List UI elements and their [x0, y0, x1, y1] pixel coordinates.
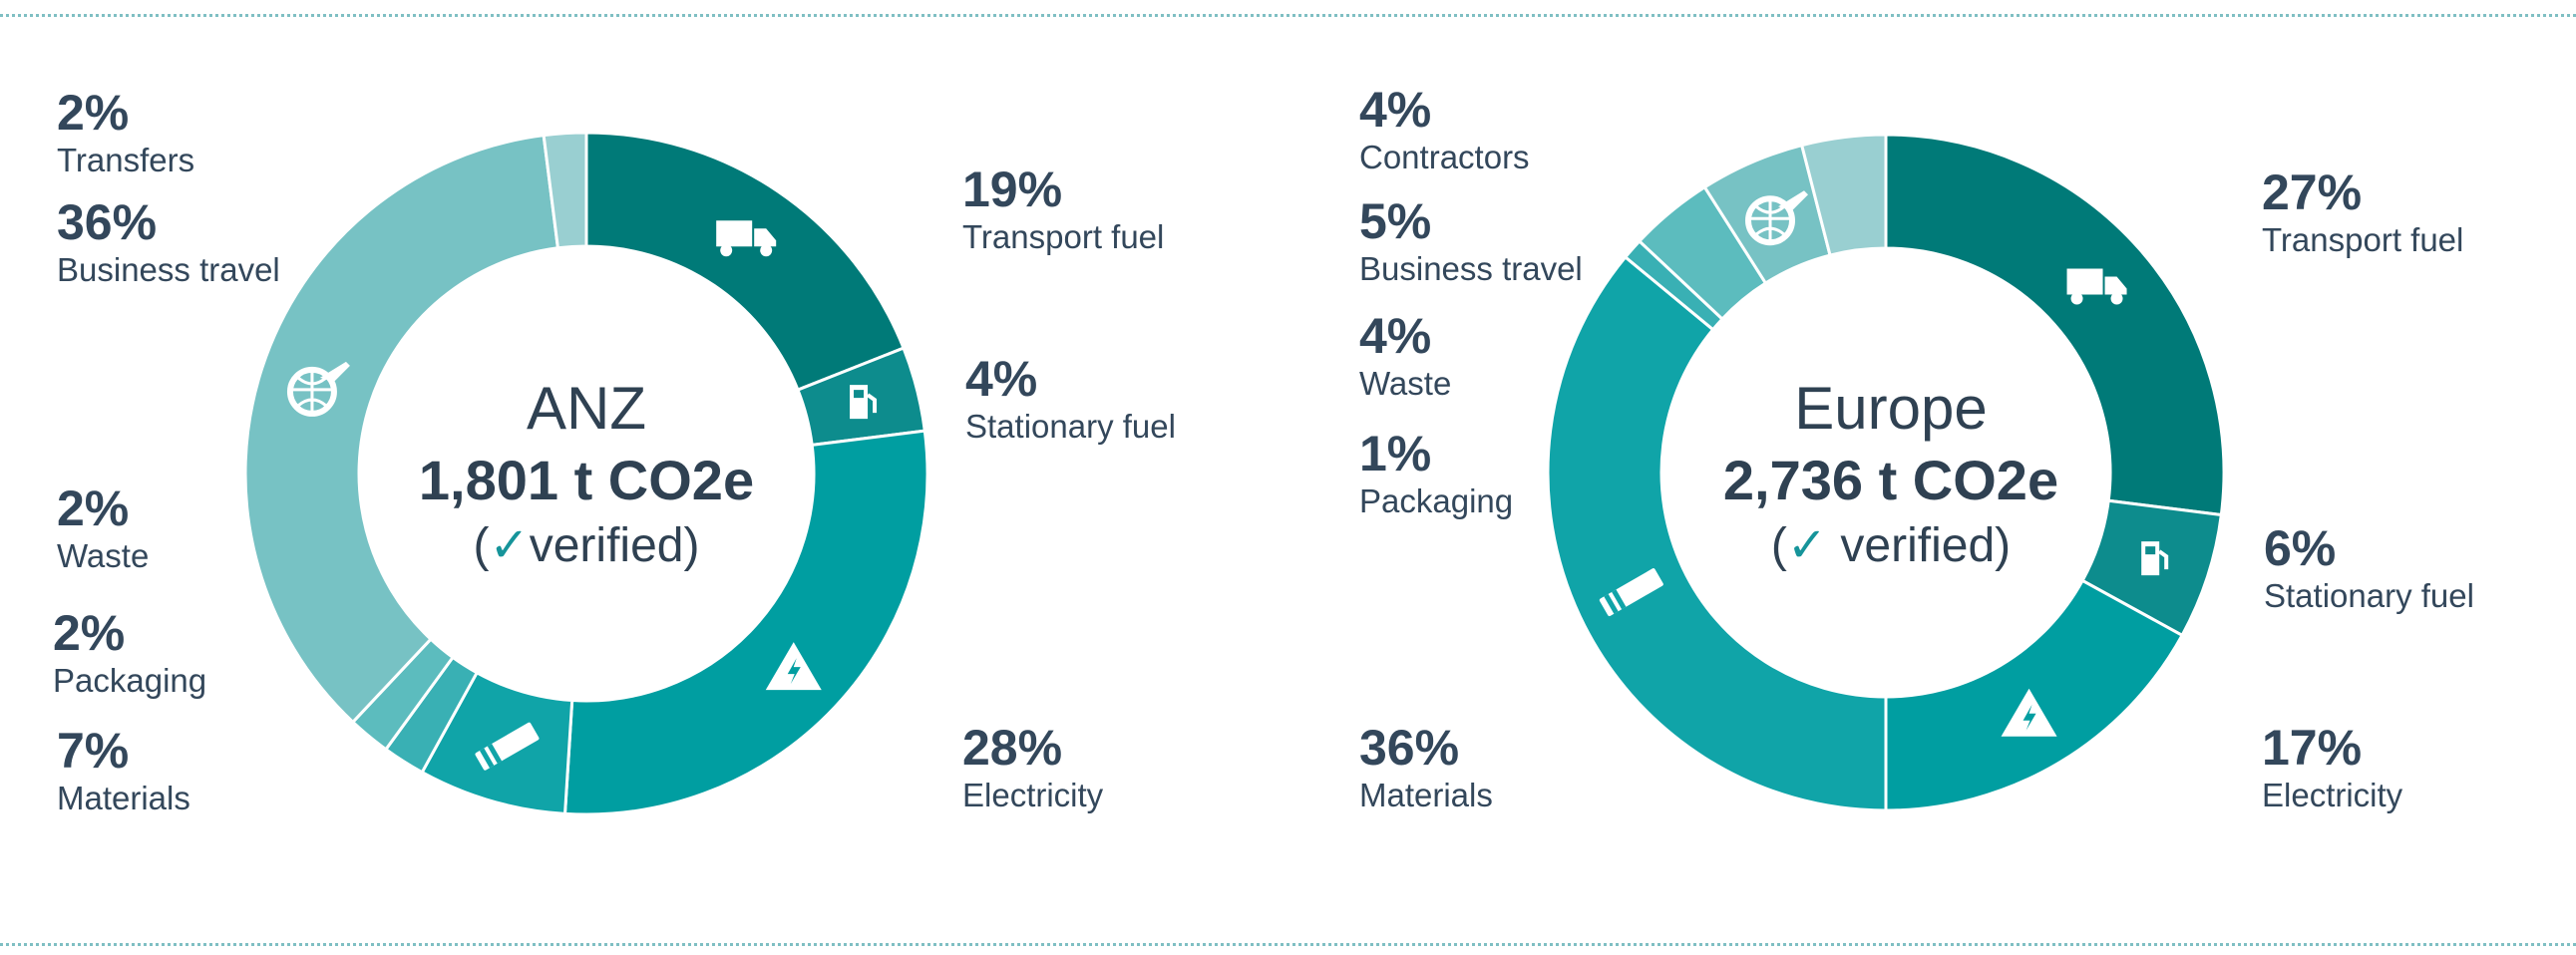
europe-label-business-travel: 5% Business travel	[1359, 193, 1583, 287]
anz-label-stationary-fuel: 4% Stationary fuel	[965, 351, 1176, 445]
anz-label-electricity: 28% Electricity	[962, 720, 1104, 813]
anz-label-waste: 2% Waste	[57, 480, 150, 574]
top-dotted-rule	[0, 14, 2576, 17]
bottom-dotted-rule	[0, 943, 2576, 946]
check-icon: ✓	[489, 519, 530, 572]
anz-verified-note: (✓verified)	[473, 519, 700, 572]
travel-globe-icon	[1745, 190, 1809, 246]
europe-label-contractors: 4% Contractors	[1359, 82, 1530, 175]
europe-label-stationary-fuel: 6% Stationary fuel	[2264, 520, 2474, 614]
slice-transfers	[542, 131, 588, 250]
electricity-icon	[2001, 688, 2057, 737]
fuel-pump-icon	[850, 385, 878, 420]
europe-verified-note: (✓ verified)	[1770, 519, 2012, 572]
anz-label-materials: 7% Materials	[57, 723, 190, 816]
europe-center-label: Europe 2,736 t CO2e (✓ verified)	[1681, 379, 2100, 570]
anz-donut	[243, 131, 929, 816]
check-icon: ✓	[1786, 519, 1828, 572]
truck-icon	[716, 220, 777, 257]
travel-globe-icon	[286, 361, 350, 417]
europe-label-packaging: 1% Packaging	[1359, 426, 1514, 519]
anz-total-emissions: 1,801 t CO2e	[418, 449, 755, 511]
slice-transport-fuel	[584, 131, 906, 393]
europe-donut	[1546, 133, 2226, 812]
europe-label-transport-fuel: 27% Transport fuel	[2262, 164, 2464, 258]
anz-label-packaging: 2% Packaging	[53, 605, 207, 699]
anz-label-transport-fuel: 19% Transport fuel	[962, 161, 1165, 255]
anz-label-business-travel: 36% Business travel	[57, 194, 280, 288]
europe-region-title: Europe	[1794, 375, 1988, 442]
slice-materials	[1546, 254, 1888, 812]
europe-label-electricity: 17% Electricity	[2262, 720, 2403, 813]
slice-electricity	[562, 429, 929, 816]
electricity-icon	[765, 642, 822, 691]
materials-icon	[475, 722, 540, 771]
anz-label-transfers: 2% Transfers	[57, 85, 195, 178]
europe-total-emissions: 2,736 t CO2e	[1722, 449, 2059, 511]
fuel-pump-icon	[2141, 541, 2169, 576]
slice-transport-fuel	[1884, 133, 2226, 517]
materials-icon	[1599, 568, 1663, 616]
anz-center-label: ANZ 1,801 t CO2e (✓verified)	[377, 379, 796, 570]
europe-label-materials: 36% Materials	[1359, 720, 1493, 813]
slice-business-travel	[243, 134, 560, 725]
slice-contractors	[1799, 133, 1888, 257]
europe-label-waste: 4% Waste	[1359, 308, 1452, 402]
slice-electricity	[1884, 578, 2185, 812]
anz-region-title: ANZ	[527, 375, 646, 442]
truck-icon	[2066, 268, 2127, 305]
